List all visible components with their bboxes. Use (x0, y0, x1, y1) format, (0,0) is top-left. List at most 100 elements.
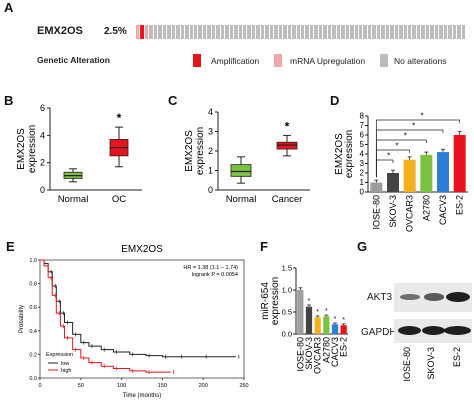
significance-star: * (117, 111, 122, 125)
survival-plot-e: EMX2OS 0.0 0.2 0.4 0.6 0.8 1.0 0 50 100 150 200 250 T… (19, 244, 249, 399)
significance-star: * (308, 298, 311, 305)
oncoprint-sample (305, 25, 309, 39)
oncoprint-sample (350, 25, 354, 39)
oncoprint-sample (136, 25, 140, 39)
panel-label-g: G (357, 239, 368, 254)
oncoprint-sample (220, 25, 225, 39)
oncoprint-sample (283, 25, 287, 39)
oncoprint-sample (269, 25, 274, 39)
mrna-upregulation-label: mRNA Upregulation (290, 55, 366, 66)
oncoprint-sample (390, 25, 394, 39)
oncoprint-sample (425, 25, 430, 39)
oncoprint-sample (207, 25, 211, 39)
significance-star: * (387, 152, 390, 161)
oncoprint-sample (158, 25, 162, 39)
oncoprint-sample (372, 25, 376, 39)
y-tick-label: 6 (40, 103, 45, 113)
oncoprint-sample (149, 25, 153, 39)
lane-label: IOSE-80 (402, 347, 412, 382)
oncoprint-sample (229, 25, 234, 39)
y-tick-label: 1.0 (29, 258, 37, 264)
akt3-label: AKT3 (367, 292, 393, 303)
bar (323, 316, 330, 334)
oncoprint-sample (376, 25, 381, 39)
legend-label-low: low (61, 361, 69, 367)
gapdh-band-iose80 (398, 326, 421, 335)
legend-mrna-upregulation: mRNA Upregulation (274, 54, 365, 67)
category-label: Normal (226, 194, 257, 205)
amplification-label: Amplification (211, 55, 260, 66)
oncoprint-sample (216, 25, 220, 39)
y-tick-label: 0.2 (29, 352, 37, 358)
oncoprint-sample (189, 25, 193, 39)
y-tick-label: 0.8 (29, 282, 37, 288)
oncoprint-sample (309, 25, 314, 39)
oncoprint-sample (318, 25, 323, 39)
oncoprint-sample (234, 25, 238, 39)
category-label: CACV3 (330, 337, 340, 367)
category-label: SKOV-3 (304, 337, 314, 370)
bar (437, 152, 449, 192)
oncoprint-sample (198, 25, 202, 39)
bar (314, 317, 321, 334)
bar (403, 159, 416, 192)
oncoprint-sample (140, 25, 144, 39)
blot-lane-labels: IOSE-80 SKOV-3 ES-2 (402, 347, 462, 382)
category-label: IOSE-80 (295, 337, 305, 372)
oncoprint-sample (354, 25, 358, 39)
oncoprint-sample (274, 25, 278, 39)
barchart-f: 0.0 0.5 1.0 1.5 miR-654 expression IOSE-80SKOV… (260, 264, 349, 375)
oncoprint-sample (399, 25, 403, 39)
oncoprint-sample (162, 25, 167, 39)
akt3-band-iose80 (400, 293, 420, 301)
amplification-swatch (193, 54, 201, 67)
oncoprint-sample (243, 25, 247, 39)
lane-label: ES-2 (452, 347, 462, 367)
oncoprint-sample (403, 25, 408, 39)
oncoprint-sample (287, 25, 292, 39)
significance-star: * (325, 308, 328, 315)
y-axis-label: miR-654 (260, 282, 271, 320)
oncoprint-sample (247, 25, 251, 39)
y-tick-label: 2 (360, 169, 365, 178)
oncoprint-sample (301, 25, 305, 39)
y-tick-label: 2 (40, 158, 45, 168)
oncoprint-sample (367, 25, 372, 39)
oncoprint-sample (412, 25, 416, 39)
lane-label: SKOV-3 (426, 347, 436, 380)
y-axis-label: EMX2OS (334, 133, 345, 175)
oncoprint-sample (394, 25, 399, 39)
gapdh-label: GAPDH (361, 327, 397, 338)
y-tick-label: 0.0 (282, 330, 292, 339)
gene-name: EMX2OS (37, 25, 83, 37)
blot-akt3 (394, 283, 472, 312)
category-label: A2780 (321, 337, 331, 363)
oncoprint-sample (358, 25, 363, 39)
significance-star: * (420, 112, 423, 121)
category-label: Normal (58, 194, 89, 205)
y-tick-label: 8 (360, 112, 365, 121)
y-tick-label: 0.4 (29, 329, 37, 335)
legend-label-high: high (61, 368, 71, 374)
panel-label-a: A (4, 0, 14, 15)
y-axis-label: EMX2OS (16, 128, 27, 170)
category-label: ES-2 (455, 195, 465, 215)
y-axis-label: Probability (19, 305, 25, 333)
oncoprint-sample (265, 25, 269, 39)
y-tick-label: 6 (360, 131, 365, 140)
oncoprint-sample (323, 25, 327, 39)
y-tick-label: 3 (360, 159, 365, 168)
y-tick-label: 0 (360, 188, 365, 197)
oncoprint-sample (176, 25, 180, 39)
oncoprint-sample (171, 25, 176, 39)
oncoprint-sample (345, 25, 350, 39)
akt3-band-skov3 (424, 293, 444, 301)
panel-label-d: D (330, 93, 340, 108)
x-tick-label: 0 (38, 383, 41, 389)
no-alterations-swatch (380, 54, 388, 67)
oncoprint-sample (296, 25, 300, 39)
oncoprint-sample (461, 25, 465, 39)
oncoprint-track (136, 25, 466, 39)
oncoprint-sample (434, 25, 439, 39)
